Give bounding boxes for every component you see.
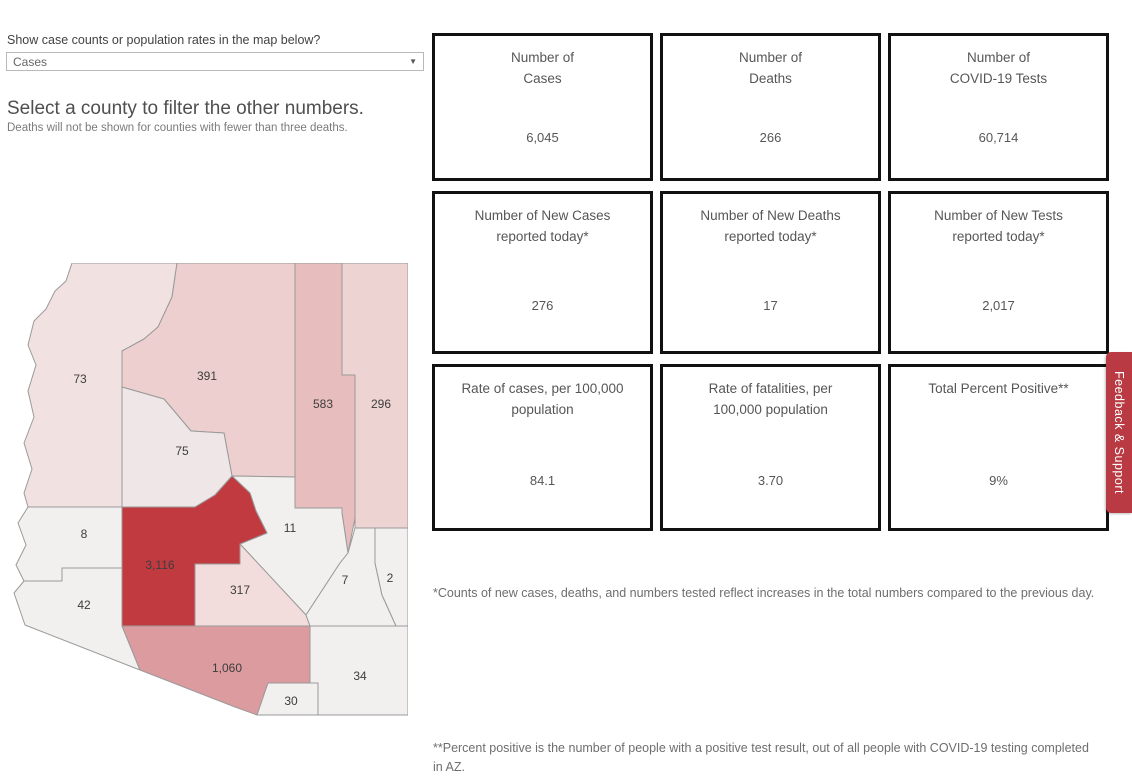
stat-title: Number of COVID-19 Tests <box>949 50 1048 86</box>
stat-value: 276 <box>531 297 554 313</box>
county-yuma[interactable] <box>13 567 141 671</box>
stat-value: 17 <box>763 297 778 313</box>
select-county-heading: Select a county to filter the other numb… <box>7 98 364 119</box>
county-santa-cruz[interactable] <box>256 682 319 716</box>
map-mode-selected-value: Cases <box>13 54 48 69</box>
county-cochise[interactable] <box>309 625 408 716</box>
stat-card-deaths: Number of Deaths 266 <box>660 33 881 181</box>
footnote-percent-positive: **Percent positive is the number of peop… <box>433 741 1089 775</box>
stat-card-new-deaths: Number of New Deaths reported today* 17 <box>660 191 881 354</box>
stat-card-fatality-rate: Rate of fatalities, per 100,000 populatio… <box>660 364 881 531</box>
stat-card-new-cases: Number of New Cases reported today* 276 <box>432 191 653 354</box>
stat-title: Total Percent Positive** <box>928 381 1069 396</box>
stat-title: Rate of fatalities, per 100,000 populatio… <box>708 381 833 417</box>
stat-value: 9% <box>989 473 1008 489</box>
stat-title: Number of New Cases reported today* <box>474 208 611 244</box>
select-county-subheading: Deaths will not be shown for counties wi… <box>7 122 348 134</box>
map-mode-dropdown[interactable]: Cases ▼ <box>6 52 424 71</box>
stat-card-covid19-tests: Number of COVID-19 Tests 60,714 <box>888 33 1109 181</box>
stat-value: 2,017 <box>982 297 1015 313</box>
stat-title: Number of Cases <box>510 50 575 86</box>
footnote-new-counts: *Counts of new cases, deaths, and number… <box>433 586 1095 600</box>
stat-card-case-rate: Rate of cases, per 100,000 population 84.1 <box>432 364 653 531</box>
map-mode-question-label: Show case counts or population rates in … <box>7 33 321 47</box>
chevron-down-icon: ▼ <box>409 56 417 66</box>
stat-title: Number of Deaths <box>738 50 803 86</box>
stat-title: Rate of cases, per 100,000 population <box>461 381 624 417</box>
stat-value: 266 <box>759 129 782 145</box>
stat-title: Number of New Tests reported today* <box>934 208 1063 244</box>
stat-value: 84.1 <box>529 473 556 489</box>
stat-card-cases: Number of Cases 6,045 <box>432 33 653 181</box>
stat-title: Number of New Deaths reported today* <box>700 208 841 244</box>
feedback-support-tab[interactable]: Feedback & Support <box>1106 352 1132 513</box>
stat-card-new-tests: Number of New Tests reported today* 2,017 <box>888 191 1109 354</box>
stat-value: 6,045 <box>526 129 559 145</box>
stat-card-percent-positive: Total Percent Positive** 9% <box>888 364 1109 531</box>
stat-value: 3.70 <box>757 473 784 489</box>
stat-value: 60,714 <box>978 129 1019 145</box>
stats-grid: Number of Cases 6,045 Number of Deaths 266 Num… <box>432 33 1109 531</box>
feedback-support-tab-label: Feedback & Support <box>1112 371 1126 494</box>
